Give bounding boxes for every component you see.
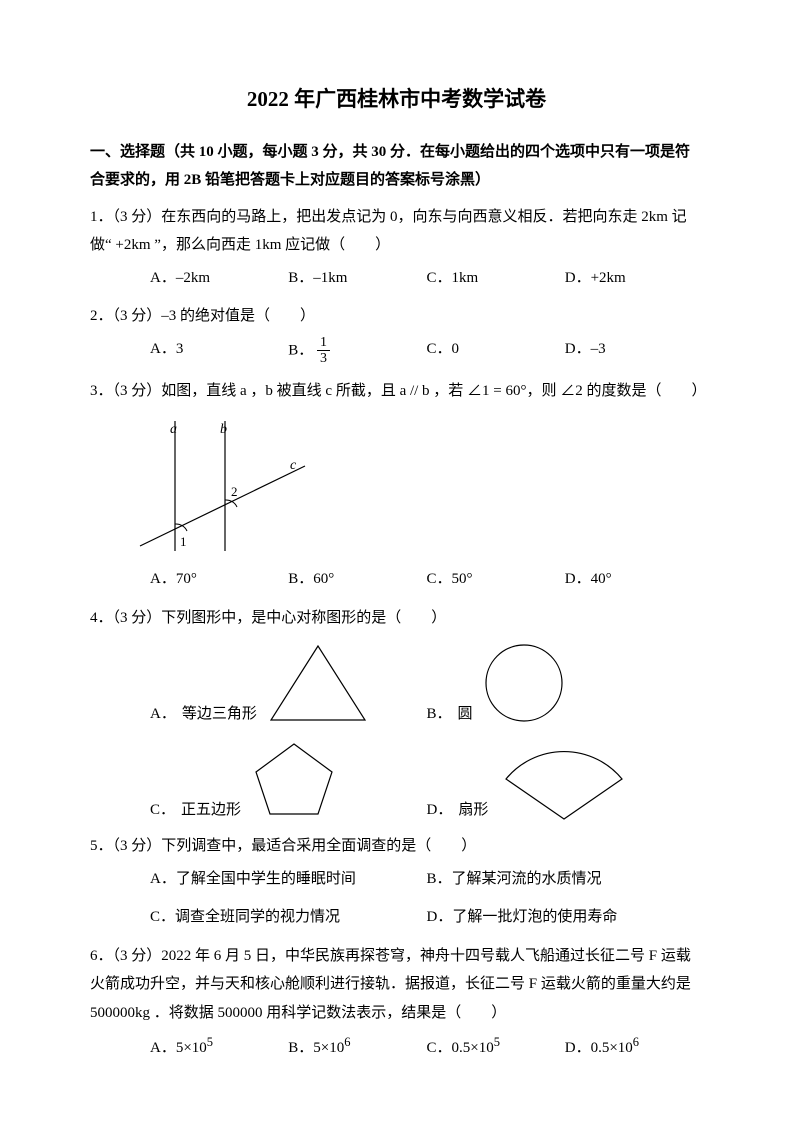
svg-text:c: c [290, 458, 297, 473]
q4-opt-a: A． 等边三角形 [150, 638, 427, 728]
circle-icon [479, 638, 569, 728]
q2-opt-b: B． 1 3 [288, 335, 426, 367]
q4-opt-b: B． 圆 [427, 638, 704, 728]
pentagon-icon [247, 734, 342, 824]
q4-row1: A． 等边三角形 B． 圆 [150, 638, 703, 728]
q6-text: 6．（3 分）2022 年 6 月 5 日，中华民族再探苍穹，神舟十四号载人飞船… [90, 942, 703, 1028]
q6-opt-a: A．5×105 [150, 1031, 288, 1063]
svg-text:1: 1 [180, 534, 187, 549]
q6-options: A．5×105 B．5×106 C．0.5×105 D．0.5×106 [150, 1031, 703, 1063]
q5-row1: A．了解全国中学生的睡眠时间 B．了解某河流的水质情况 [150, 865, 703, 894]
q3-opt-c: C．50° [427, 565, 565, 594]
q1-options: A．–2km B．–1km C．1km D．+2km [150, 264, 703, 293]
q3-opt-b: B．60° [288, 565, 426, 594]
svg-text:2: 2 [231, 484, 238, 499]
q3-opt-a: A．70° [150, 565, 288, 594]
q3-options: A．70° B．60° C．50° D．40° [150, 565, 703, 594]
q1-opt-b: B．–1km [288, 264, 426, 293]
q2-opt-c: C．0 [427, 335, 565, 367]
q6-opt-c: C．0.5×105 [427, 1031, 565, 1063]
q3-text: 3．（3 分）如图，直线 a ，b 被直线 c 所截，且 a // b ，若 ∠… [90, 377, 703, 406]
q4-opt-d: D． 扇形 [427, 744, 704, 824]
q2-text: 2．（3 分）–3 的绝对值是（ ） [90, 302, 703, 331]
q5-row2: C．调查全班同学的视力情况 D．了解一批灯泡的使用寿命 [150, 903, 703, 932]
q2-options: A．3 B． 1 3 C．0 D．–3 [150, 335, 703, 367]
q5-opt-b: B．了解某河流的水质情况 [427, 865, 704, 894]
q6-opt-b: B．5×106 [288, 1031, 426, 1063]
section-header: 一、选择题（共 10 小题，每小题 3 分，共 30 分．在每小题给出的四个选项… [90, 138, 703, 195]
page-title: 2022 年广西桂林市中考数学试卷 [90, 80, 703, 120]
q1-text: 1．（3 分）在东西向的马路上，把出发点记为 0，向东与向西意义相反．若把向东走… [90, 203, 703, 260]
q3-opt-d: D．40° [565, 565, 703, 594]
q5-opt-c: C．调查全班同学的视力情况 [150, 903, 427, 932]
q5-text: 5．（3 分）下列调查中，最适合采用全面调查的是（ ） [90, 832, 703, 861]
fraction-icon: 1 3 [317, 335, 330, 367]
q5-opt-a: A．了解全国中学生的睡眠时间 [150, 865, 427, 894]
q1-opt-a: A．–2km [150, 264, 288, 293]
q5-opt-d: D．了解一批灯泡的使用寿命 [427, 903, 704, 932]
triangle-icon [263, 638, 373, 728]
q6-opt-d: D．0.5×106 [565, 1031, 703, 1063]
q4-text: 4．（3 分）下列图形中，是中心对称图形的是（ ） [90, 604, 703, 633]
q2-opt-d: D．–3 [565, 335, 703, 367]
svg-text:b: b [220, 422, 227, 437]
q3-figure: a b c 1 2 [130, 411, 703, 561]
q4-opt-c: C． 正五边形 [150, 734, 427, 824]
svg-text:a: a [170, 422, 177, 437]
q2-opt-a: A．3 [150, 335, 288, 367]
q1-opt-d: D．+2km [565, 264, 703, 293]
sector-icon [494, 744, 634, 824]
q4-row2: C． 正五边形 D． 扇形 [150, 734, 703, 824]
q1-opt-c: C．1km [427, 264, 565, 293]
